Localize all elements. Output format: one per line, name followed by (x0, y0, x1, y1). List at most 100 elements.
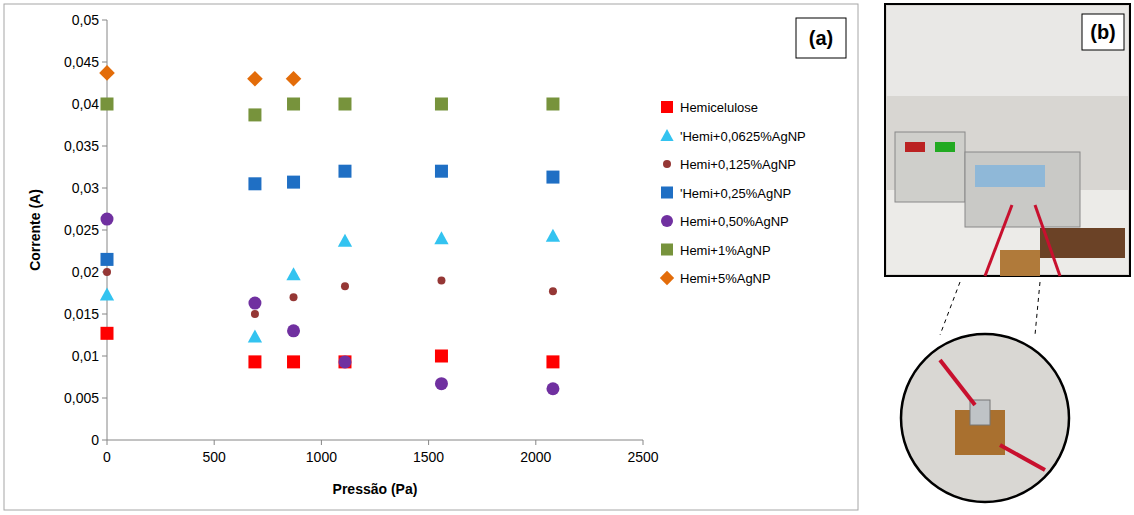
zoom-line (1035, 282, 1040, 335)
photo-wall (887, 6, 1128, 96)
x-tick (428, 440, 429, 445)
legend-marker (660, 271, 674, 285)
legend-label: 'Hemi+0,0625%AgNP (680, 129, 806, 144)
y-tick (102, 314, 107, 315)
data-point (101, 253, 114, 266)
display (905, 142, 925, 152)
x-tick-label: 500 (203, 449, 227, 465)
data-point (287, 176, 300, 189)
data-point (248, 330, 262, 343)
data-point (287, 324, 300, 337)
data-point (435, 377, 448, 390)
y-tick-label: 0,01 (72, 348, 99, 364)
legend-marker (660, 129, 673, 141)
figure: 0 0,005 0,01 0,015 0,02 0,025 0,03 0,035 0,04 0,0… (0, 0, 1134, 515)
y-tick-label: 0,025 (64, 222, 99, 238)
data-point (546, 229, 560, 242)
panel-label-box (796, 18, 846, 58)
legend-label: 'Hemi+0,25%AgNP (680, 186, 791, 201)
data-point (338, 355, 351, 368)
data-point (101, 213, 114, 226)
data-point (338, 165, 351, 178)
y-tick-label: 0,02 (72, 264, 99, 280)
data-point (101, 327, 114, 340)
data-point (251, 310, 259, 318)
zoom-circle (901, 334, 1069, 502)
data-point (546, 98, 559, 111)
data-point (101, 98, 114, 111)
probe-cable (1035, 205, 1060, 276)
x-tick-label: 1000 (306, 449, 337, 465)
legend-label: Hemicelulose (680, 100, 758, 115)
data-point (248, 108, 261, 121)
y-tick-label: 0,015 (64, 306, 99, 322)
x-tick-label: 2500 (627, 449, 658, 465)
y-tick-label: 0 (91, 432, 99, 448)
y-tick-label: 0,04 (72, 96, 99, 112)
display (935, 142, 955, 152)
x-tick-label: 1500 (413, 449, 444, 465)
y-tick-label: 0,005 (64, 390, 99, 406)
power-supply (895, 132, 965, 202)
x-tick (321, 440, 322, 445)
panel-frame (4, 4, 858, 510)
x-tick-label: 2000 (520, 449, 551, 465)
x-axis (107, 440, 643, 441)
legend-marker (661, 101, 673, 113)
y-tick (102, 146, 107, 147)
legend-marker (661, 215, 673, 227)
data-point (338, 355, 351, 368)
photo-panel: (b) (885, 4, 1130, 502)
data-point (248, 355, 261, 368)
y-tick-label: 0,03 (72, 180, 99, 196)
data-point (286, 267, 300, 280)
x-tick (214, 440, 215, 445)
panel-label: (a) (809, 27, 833, 49)
y-tick (102, 440, 107, 441)
y-tick (102, 188, 107, 189)
x-tick (535, 440, 536, 445)
data-point (546, 382, 559, 395)
data-point (341, 282, 349, 290)
y-tick (102, 230, 107, 231)
data-point (248, 177, 261, 190)
data-point (99, 65, 115, 81)
data-point (435, 165, 448, 178)
data-point (286, 71, 302, 87)
data-point (248, 297, 261, 310)
y-tick (102, 62, 107, 63)
legend-label: Hemi+0,50%AgNP (680, 214, 789, 229)
legend-label: Hemi+0,125%AgNP (680, 157, 796, 172)
probe (940, 360, 975, 405)
panel-label: (b) (1090, 21, 1116, 43)
x-tick (643, 440, 644, 445)
photo (885, 4, 1130, 276)
data-point (435, 98, 448, 111)
y-axis-title: Corrente (A) (27, 189, 43, 271)
y-tick (102, 398, 107, 399)
legend-label: Hemi+5%AgNP (680, 271, 771, 286)
data-point (100, 288, 114, 301)
data-point (546, 171, 559, 184)
data-point (338, 98, 351, 111)
y-tick-label: 0,045 (64, 54, 99, 70)
y-tick-label: 0,05 (72, 12, 99, 28)
data-point (549, 287, 557, 295)
data-point (434, 231, 448, 244)
panel-label-box (1082, 14, 1124, 50)
y-tick-label: 0,035 (64, 138, 99, 154)
sample (1000, 250, 1040, 276)
display (975, 165, 1045, 187)
x-tick (107, 440, 108, 445)
y-tick (102, 356, 107, 357)
legend-marker (661, 244, 673, 256)
legend-marker (661, 187, 673, 199)
probe (1000, 445, 1045, 470)
data-point (435, 350, 448, 363)
legend-marker (663, 160, 671, 168)
zoom-line (940, 282, 960, 335)
data-point (287, 355, 300, 368)
data-point (247, 71, 263, 87)
multimeter (965, 152, 1080, 227)
x-axis-title: Pressão (Pa) (333, 481, 418, 497)
